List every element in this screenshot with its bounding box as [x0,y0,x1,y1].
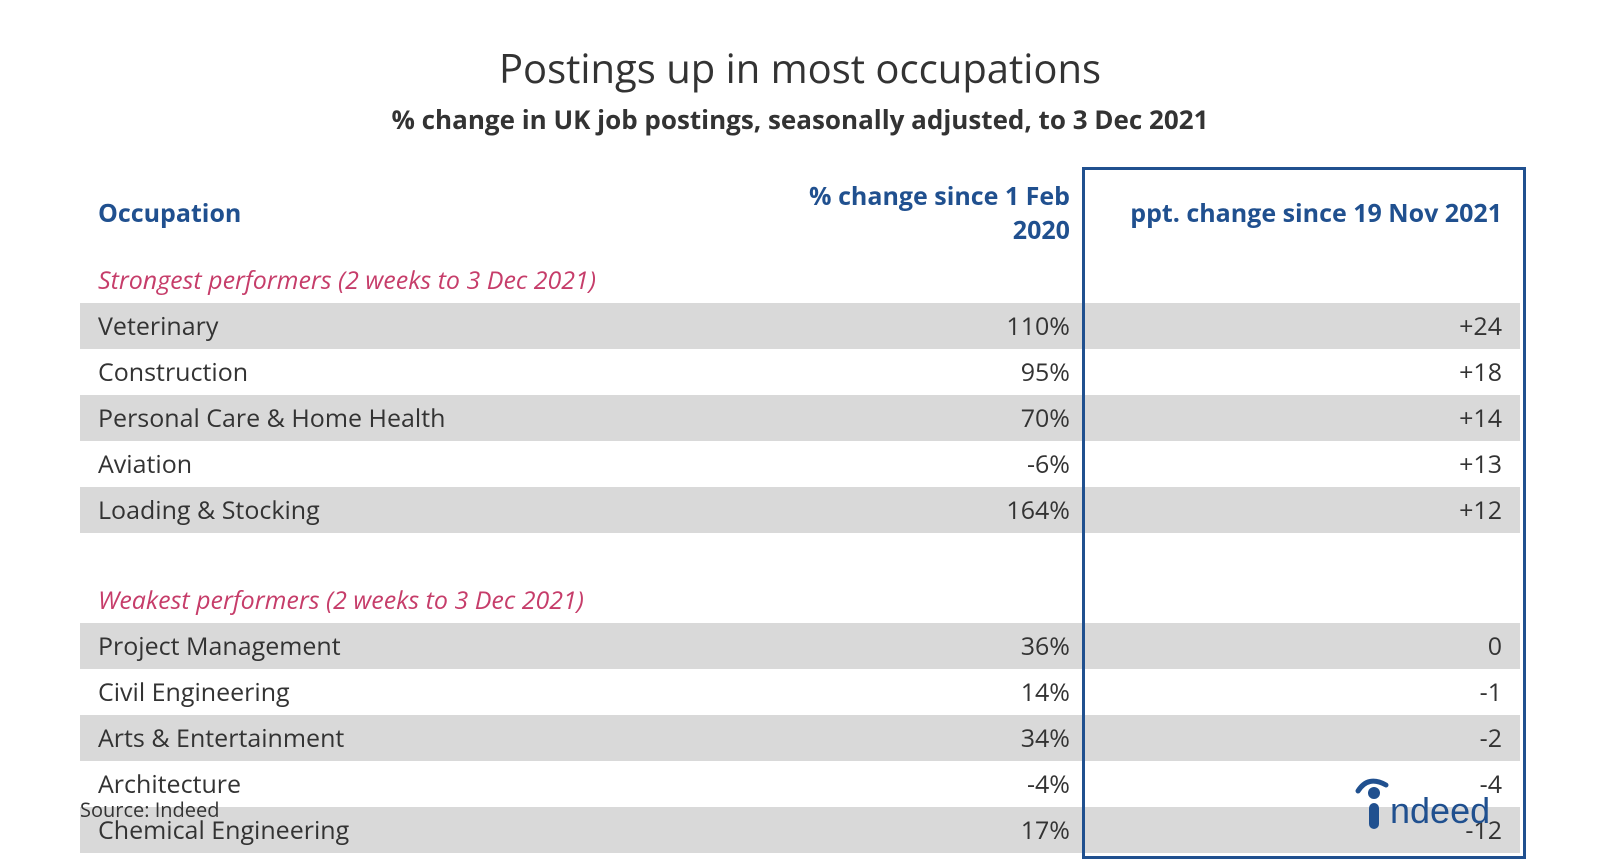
cell-occupation: Civil Engineering [80,669,742,715]
table-row: Arts & Entertainment 34% -2 [80,715,1520,761]
table-row: Veterinary 110% +24 [80,303,1520,349]
chart-subtitle: % change in UK job postings, seasonally … [80,101,1520,137]
chart-title: Postings up in most occupations [80,40,1520,95]
table-wrap: Occupation % change since 1 Feb 2020 ppt… [80,173,1520,853]
cell-occupation: Construction [80,349,742,395]
table-row: Construction 95% +18 [80,349,1520,395]
cell-ppt: +24 [1088,303,1520,349]
cell-ppt: +13 [1088,441,1520,487]
table-row: Aviation -6% +13 [80,441,1520,487]
section-header-strongest: Strongest performers (2 weeks to 3 Dec 2… [80,255,1520,303]
table-row: Architecture -4% -4 [80,761,1520,807]
cell-change: 110% [742,303,1088,349]
chart-container: Postings up in most occupations % change… [0,0,1600,855]
cell-change: 70% [742,395,1088,441]
cell-occupation: Loading & Stocking [80,487,742,533]
cell-change: 164% [742,487,1088,533]
col-header-occupation: Occupation [80,173,742,255]
section-label: Strongest performers (2 weeks to 3 Dec 2… [80,255,1520,303]
cell-occupation: Aviation [80,441,742,487]
table-header-row: Occupation % change since 1 Feb 2020 ppt… [80,173,1520,255]
cell-ppt: -2 [1088,715,1520,761]
section-label: Weakest performers (2 weeks to 3 Dec 202… [80,575,1520,623]
svg-text:ndeed: ndeed [1390,790,1490,831]
cell-occupation: Veterinary [80,303,742,349]
table-row: Personal Care & Home Health 70% +14 [80,395,1520,441]
cell-change: 95% [742,349,1088,395]
cell-change: -4% [742,761,1088,807]
data-table: Occupation % change since 1 Feb 2020 ppt… [80,173,1520,853]
cell-change: -6% [742,441,1088,487]
cell-occupation: Project Management [80,623,742,669]
cell-occupation: Personal Care & Home Health [80,395,742,441]
spacer-row [80,533,1520,575]
cell-ppt: -1 [1088,669,1520,715]
section-header-weakest: Weakest performers (2 weeks to 3 Dec 202… [80,575,1520,623]
cell-ppt: +12 [1088,487,1520,533]
cell-ppt: +18 [1088,349,1520,395]
col-header-change: % change since 1 Feb 2020 [742,173,1088,255]
col-header-ppt: ppt. change since 19 Nov 2021 [1088,173,1520,255]
cell-change: 17% [742,807,1088,853]
cell-ppt: 0 [1088,623,1520,669]
table-row: Project Management 36% 0 [80,623,1520,669]
indeed-logo-icon: ndeed [1350,777,1520,831]
cell-change: 34% [742,715,1088,761]
cell-occupation: Arts & Entertainment [80,715,742,761]
cell-change: 36% [742,623,1088,669]
table-row: Civil Engineering 14% -1 [80,669,1520,715]
cell-ppt: +14 [1088,395,1520,441]
cell-change: 14% [742,669,1088,715]
table-row: Loading & Stocking 164% +12 [80,487,1520,533]
table-row: Chemical Engineering 17% -12 [80,807,1520,853]
indeed-logo: ndeed [1350,777,1520,831]
source-attribution: Source: Indeed [80,796,219,823]
